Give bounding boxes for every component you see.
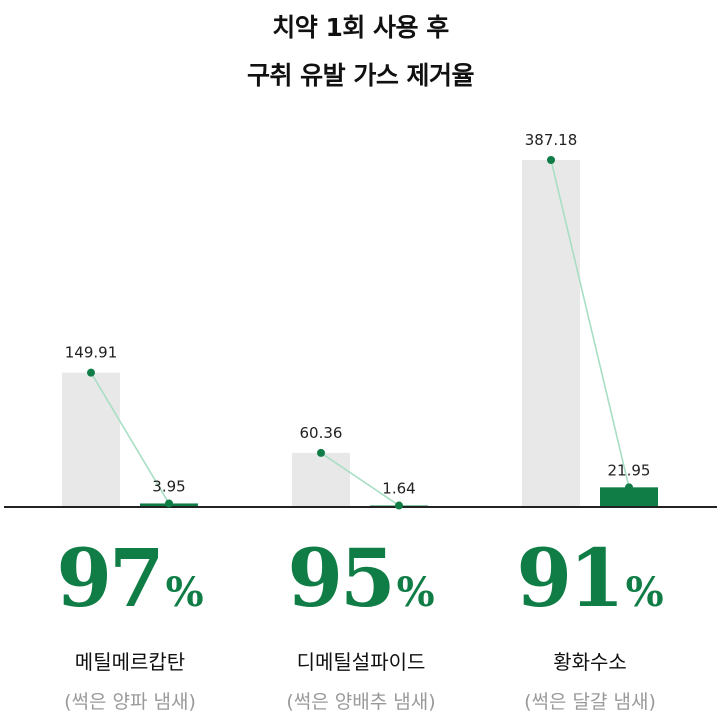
bar-before-1: [62, 372, 120, 507]
value-label-before-1: 149.91: [65, 344, 118, 362]
point-after-1: [165, 499, 173, 508]
bar-before-3: [522, 160, 580, 507]
removal-rate-1: 97%: [10, 532, 250, 639]
value-label-after-2: 1.64: [382, 480, 415, 498]
value-label-after-3: 21.95: [608, 461, 651, 479]
bar-after-3: [600, 487, 658, 507]
point-before-1: [87, 368, 95, 377]
group-footer-1: 97% 메틸메르캅탄 (썩은 양파 냄새): [10, 532, 250, 717]
removal-rate-value-3: 91: [516, 531, 624, 625]
gas-note-2: (썩은 양배추 냄새): [286, 691, 436, 713]
title-line-1: 치약 1회 사용 후: [272, 13, 449, 42]
gas-name-1: 메틸메르캅탄: [74, 650, 186, 674]
gas-name-2: 디메틸설파이드: [296, 650, 426, 674]
connector-line-1: [90, 372, 170, 504]
connector-line-2: [320, 452, 400, 507]
percent-sign-2: %: [396, 569, 435, 616]
gas-name-3: 황화수소: [553, 650, 627, 674]
point-after-3: [625, 483, 633, 492]
group-footer-2: 95% 디메틸설파이드 (썩은 양배추 냄새): [241, 532, 481, 717]
gas-note-3: (썩은 달걀 냄새): [524, 691, 656, 713]
group-footer-3: 91% 황화수소 (썩은 달걀 냄새): [470, 532, 710, 717]
bar-chart: 149.91 3.95 60.36 1.64 387.18 21.95: [4, 131, 717, 510]
gas-note-1: (썩은 양파 냄새): [64, 691, 196, 713]
removal-rate-3: 91%: [470, 532, 710, 639]
removal-rate-value-1: 97: [56, 531, 164, 625]
percent-sign-1: %: [165, 569, 204, 616]
value-label-before-3: 387.18: [525, 131, 578, 149]
chart-title: 치약 1회 사용 후 구취 유발 가스 제거율: [0, 4, 721, 100]
value-label-before-2: 60.36: [300, 424, 343, 442]
removal-rate-2: 95%: [241, 532, 481, 639]
value-label-after-1: 3.95: [152, 477, 185, 495]
point-before-3: [547, 156, 555, 164]
point-after-2: [395, 501, 403, 510]
title-line-2: 구취 유발 가스 제거율: [246, 61, 475, 90]
point-before-2: [317, 448, 325, 457]
removal-rate-value-2: 95: [287, 531, 395, 625]
connector-line-3: [550, 159, 630, 488]
percent-sign-3: %: [625, 569, 664, 616]
bar-before-2: [292, 452, 350, 507]
